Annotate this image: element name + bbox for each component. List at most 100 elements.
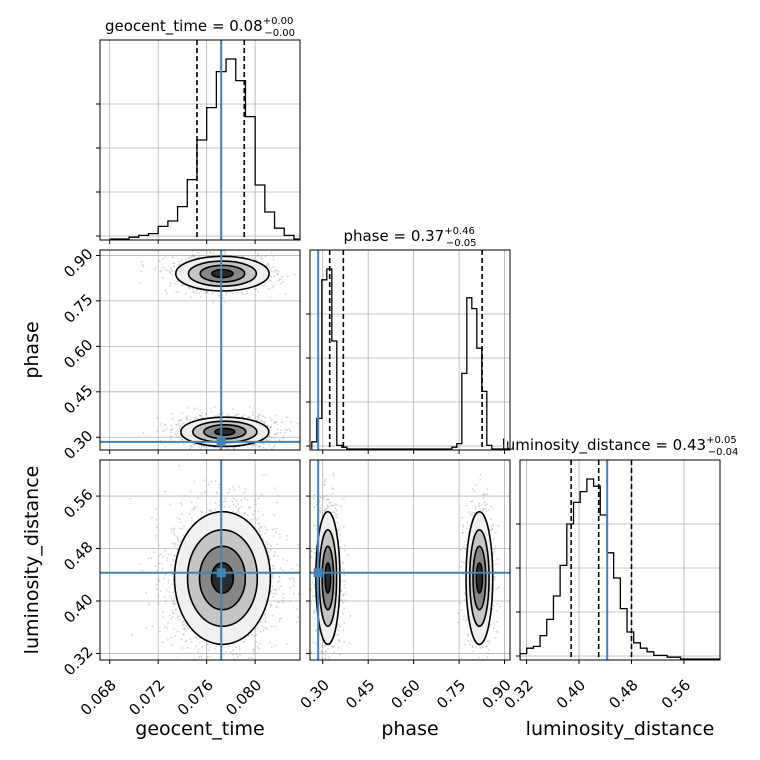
sample-point [164, 289, 167, 292]
sample-point [182, 525, 185, 528]
x-tick-label: 0.068 [77, 676, 120, 719]
sample-point [165, 427, 168, 430]
sample-point [252, 648, 255, 651]
sample-point [335, 633, 337, 636]
sample-point [284, 431, 286, 434]
sample-point [295, 621, 298, 623]
sample-point [262, 513, 264, 516]
sample-point [170, 564, 173, 566]
sample-point [179, 435, 182, 437]
sample-point [164, 423, 167, 426]
sample-point [166, 639, 169, 641]
sample-point [289, 430, 292, 433]
sample-point [336, 516, 338, 519]
sample-point [276, 432, 279, 434]
sample-point [341, 594, 344, 597]
sample-point [315, 525, 318, 527]
sample-point [209, 247, 211, 249]
sample-point [171, 435, 173, 437]
sample-point [208, 649, 210, 651]
sample-point [178, 618, 181, 621]
sample-point [314, 552, 317, 555]
sample-point [332, 511, 334, 514]
sample-point [339, 624, 341, 627]
sample-point [262, 284, 265, 287]
sample-point [273, 422, 276, 425]
contour-line [174, 255, 270, 292]
sample-point [292, 584, 295, 587]
sample-point [197, 497, 200, 500]
sample-point [342, 673, 344, 675]
sample-point [150, 557, 153, 560]
sample-point [274, 433, 277, 435]
sample-point [329, 680, 331, 682]
sample-point [259, 414, 261, 416]
sample-point [184, 451, 186, 453]
sample-point [251, 446, 253, 449]
sample-point [266, 627, 268, 629]
sample-point [253, 510, 256, 512]
sample-point [169, 270, 172, 273]
sample-point [247, 514, 250, 517]
sample-point [186, 407, 189, 409]
sample-point [182, 422, 185, 424]
sample-point [297, 543, 299, 546]
sample-point [198, 292, 201, 295]
sample-point [252, 443, 255, 446]
sample-point [187, 257, 190, 260]
sample-point [338, 528, 341, 531]
grid [109, 40, 256, 240]
sample-point [184, 520, 187, 523]
sample-point [227, 491, 230, 494]
sample-point [250, 453, 252, 455]
sample-point [273, 275, 276, 278]
x-tick-label: 0.45 [342, 676, 378, 712]
sample-point [232, 447, 235, 450]
sample-point [232, 510, 234, 513]
sample-point [208, 667, 210, 669]
sample-point [192, 254, 195, 256]
sample-point [189, 490, 192, 493]
sample-point [224, 253, 227, 256]
truth-marker [216, 568, 226, 578]
sample-point [138, 282, 141, 284]
sample-point [190, 446, 193, 449]
sample-point [159, 271, 162, 273]
sample-point [275, 589, 277, 591]
sample-point [157, 457, 159, 459]
sample-point [286, 642, 288, 645]
sample-point [145, 627, 148, 630]
sample-point [276, 428, 279, 431]
sample-point [255, 634, 258, 636]
contour-line [186, 528, 259, 628]
sample-point [176, 616, 179, 619]
sample-point [257, 522, 259, 525]
sample-point [322, 483, 325, 486]
sample-point [229, 452, 231, 454]
sample-point [276, 501, 278, 504]
sample-point [176, 538, 179, 540]
contour-line [187, 260, 258, 288]
sample-point [268, 264, 270, 267]
sample-point [169, 282, 172, 285]
sample-point [343, 544, 346, 547]
sample-point [341, 561, 344, 564]
sample-point [337, 646, 340, 649]
sample-point [192, 507, 195, 510]
sample-point [191, 255, 194, 258]
sample-point [270, 603, 272, 606]
sample-point [243, 512, 246, 515]
panel-frame [99, 249, 301, 451]
sample-point [237, 413, 240, 416]
sample-point [276, 555, 279, 558]
sample-point [278, 601, 280, 604]
sample-point [162, 555, 165, 558]
sample-point [169, 428, 172, 431]
sample-point [279, 536, 281, 539]
sample-point [278, 439, 281, 441]
sample-point [264, 619, 266, 622]
sample-point [253, 635, 256, 637]
sample-point [341, 579, 344, 582]
sample-point [337, 629, 339, 632]
sample-point [266, 543, 269, 546]
